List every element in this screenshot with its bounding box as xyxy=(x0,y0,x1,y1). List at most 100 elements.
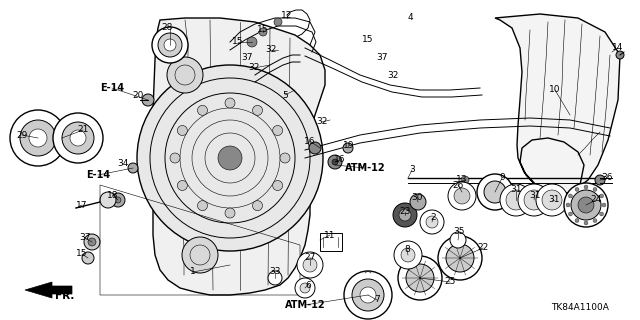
Text: 28: 28 xyxy=(161,23,173,33)
Text: 10: 10 xyxy=(549,85,561,94)
Circle shape xyxy=(461,176,469,184)
Circle shape xyxy=(29,129,47,147)
Circle shape xyxy=(273,125,283,135)
Text: 16: 16 xyxy=(304,137,316,146)
Circle shape xyxy=(158,33,182,57)
Circle shape xyxy=(524,190,544,210)
Text: 21: 21 xyxy=(77,125,89,134)
Text: 3: 3 xyxy=(409,165,415,174)
Circle shape xyxy=(484,181,506,203)
Circle shape xyxy=(100,192,116,208)
Circle shape xyxy=(578,197,594,213)
Circle shape xyxy=(568,194,572,198)
Circle shape xyxy=(111,193,125,207)
Circle shape xyxy=(247,37,257,47)
Circle shape xyxy=(170,153,180,163)
Circle shape xyxy=(273,180,283,190)
Text: 33: 33 xyxy=(269,268,281,276)
Text: 31: 31 xyxy=(529,190,541,199)
Circle shape xyxy=(584,185,588,189)
Circle shape xyxy=(177,180,188,190)
Circle shape xyxy=(393,203,417,227)
Text: 13: 13 xyxy=(456,175,468,185)
Circle shape xyxy=(82,252,94,264)
Circle shape xyxy=(303,258,317,272)
Circle shape xyxy=(182,237,218,273)
Circle shape xyxy=(568,212,572,216)
Text: 22: 22 xyxy=(477,244,488,252)
Circle shape xyxy=(225,98,235,108)
Circle shape xyxy=(600,194,604,198)
Circle shape xyxy=(616,51,624,59)
Text: 23: 23 xyxy=(399,207,411,217)
Circle shape xyxy=(53,113,103,163)
Text: 31: 31 xyxy=(548,196,560,204)
Text: 32: 32 xyxy=(316,117,328,126)
Text: 32: 32 xyxy=(248,63,260,73)
Text: 15: 15 xyxy=(232,37,244,46)
Circle shape xyxy=(274,18,282,26)
Text: 27: 27 xyxy=(304,253,316,262)
Text: 5: 5 xyxy=(282,91,288,100)
Circle shape xyxy=(571,190,601,220)
Circle shape xyxy=(446,244,474,272)
Circle shape xyxy=(280,153,290,163)
Text: 29: 29 xyxy=(16,131,28,140)
Circle shape xyxy=(518,184,550,216)
Text: ATM-12: ATM-12 xyxy=(345,163,385,173)
Circle shape xyxy=(137,65,323,251)
Circle shape xyxy=(10,110,66,166)
Text: 15: 15 xyxy=(257,26,269,35)
Text: 1: 1 xyxy=(190,268,196,276)
Circle shape xyxy=(84,234,100,250)
Circle shape xyxy=(420,210,444,234)
Circle shape xyxy=(225,208,235,218)
Text: 14: 14 xyxy=(612,44,624,52)
Text: 2: 2 xyxy=(430,213,436,222)
Text: 15: 15 xyxy=(362,36,374,44)
Text: TK84A1100A: TK84A1100A xyxy=(551,302,609,311)
Circle shape xyxy=(566,203,570,207)
Circle shape xyxy=(167,57,203,93)
Circle shape xyxy=(564,183,608,227)
Text: 12: 12 xyxy=(282,11,292,20)
Circle shape xyxy=(506,190,526,210)
Text: 34: 34 xyxy=(117,158,129,167)
Circle shape xyxy=(575,188,579,191)
Circle shape xyxy=(300,283,310,293)
Circle shape xyxy=(410,194,426,210)
Text: 37: 37 xyxy=(376,52,388,61)
Circle shape xyxy=(593,188,597,191)
Circle shape xyxy=(253,201,262,211)
Circle shape xyxy=(88,238,96,246)
Text: 9: 9 xyxy=(499,173,505,182)
Circle shape xyxy=(253,105,262,116)
Text: 15: 15 xyxy=(76,250,88,259)
Text: 11: 11 xyxy=(324,230,336,239)
Text: 24: 24 xyxy=(590,196,602,204)
Text: 26: 26 xyxy=(452,180,464,189)
Text: 17: 17 xyxy=(76,201,88,210)
Circle shape xyxy=(332,159,338,165)
Text: 18: 18 xyxy=(108,190,119,199)
Circle shape xyxy=(595,175,605,185)
Circle shape xyxy=(198,105,207,116)
Circle shape xyxy=(218,146,242,170)
Circle shape xyxy=(536,184,568,216)
Text: 6: 6 xyxy=(305,281,311,290)
Text: E-14: E-14 xyxy=(100,83,124,93)
Circle shape xyxy=(593,219,597,223)
Circle shape xyxy=(259,28,267,36)
Circle shape xyxy=(70,130,86,146)
Circle shape xyxy=(584,221,588,225)
Text: 25: 25 xyxy=(444,277,456,286)
Text: ATM-12: ATM-12 xyxy=(285,300,325,310)
Circle shape xyxy=(450,232,466,248)
Text: 36: 36 xyxy=(601,173,612,182)
Circle shape xyxy=(575,219,579,223)
Circle shape xyxy=(542,190,562,210)
Circle shape xyxy=(394,241,422,269)
Circle shape xyxy=(438,236,482,280)
Circle shape xyxy=(602,203,606,207)
Text: 32: 32 xyxy=(387,71,399,81)
